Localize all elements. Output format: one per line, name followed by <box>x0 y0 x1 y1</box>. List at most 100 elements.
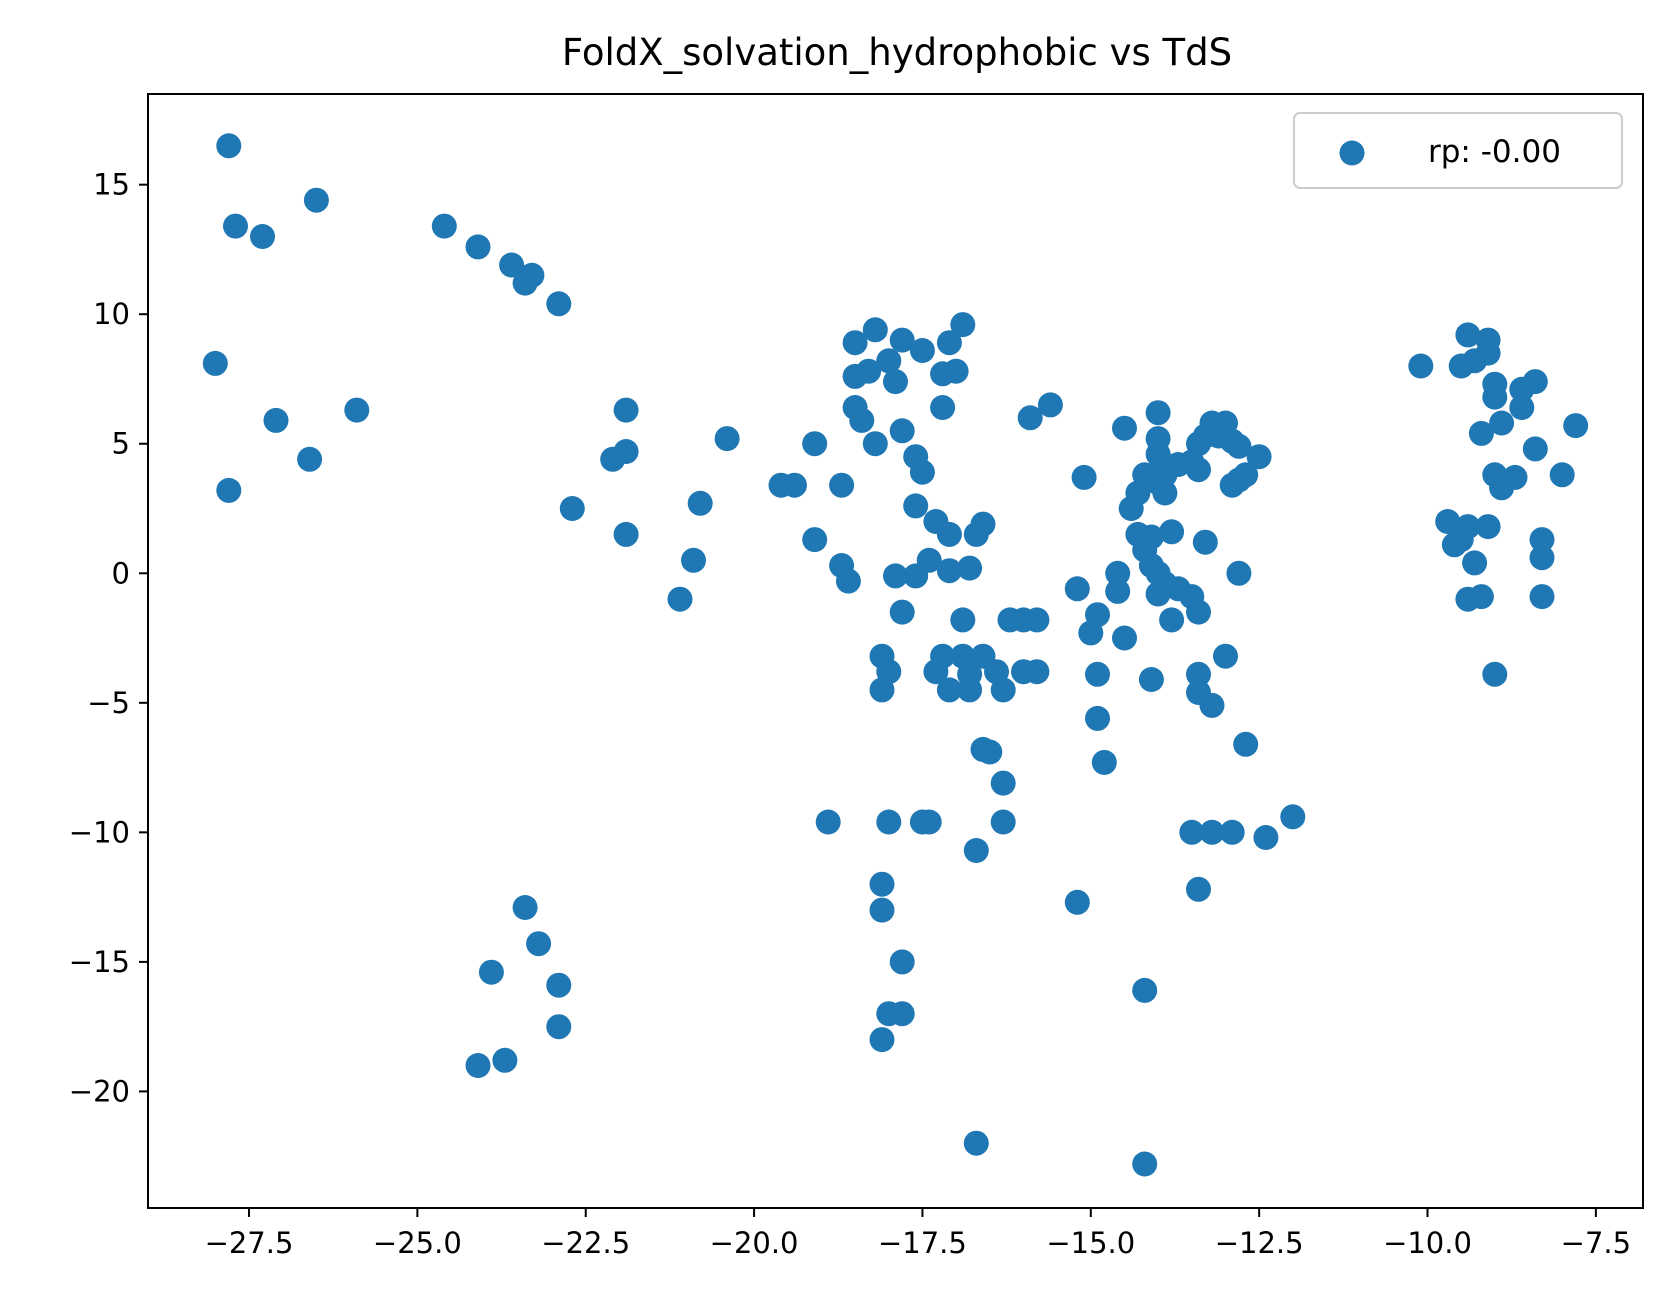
data-point <box>1435 509 1461 534</box>
data-point <box>856 358 882 384</box>
x-tick-label: −17.5 <box>878 1226 967 1260</box>
data-point <box>1105 578 1131 604</box>
data-point <box>519 262 545 288</box>
x-tick-label: −10.0 <box>1383 1226 1472 1260</box>
data-point <box>815 809 841 835</box>
data-point <box>923 659 949 685</box>
data-point <box>869 677 895 703</box>
y-tick-label: −20 <box>69 1074 130 1108</box>
data-point <box>909 338 935 363</box>
y-tick-label: −5 <box>87 686 130 720</box>
data-point <box>431 213 457 239</box>
data-point <box>1522 436 1548 462</box>
data-point <box>1489 475 1515 501</box>
data-point <box>1186 661 1211 687</box>
data-point <box>1482 661 1508 687</box>
plot-area-frame <box>147 93 1644 1209</box>
data-point <box>950 607 976 633</box>
data-point <box>889 949 915 975</box>
data-point <box>990 770 1016 796</box>
data-point <box>1145 400 1171 426</box>
data-point <box>862 431 888 457</box>
data-point <box>667 586 693 612</box>
data-point <box>936 558 962 584</box>
data-point <box>223 213 248 239</box>
data-point <box>869 897 895 923</box>
data-point <box>1186 457 1211 483</box>
data-point <box>990 809 1016 835</box>
data-point <box>478 959 504 985</box>
data-point <box>1441 532 1467 558</box>
data-point <box>687 490 713 516</box>
data-point <box>802 527 828 553</box>
data-point <box>1408 353 1434 379</box>
data-point <box>1529 545 1555 571</box>
data-point <box>1475 514 1501 540</box>
data-point <box>297 446 323 472</box>
data-point <box>1213 643 1238 669</box>
data-point <box>930 395 956 420</box>
data-point <box>546 291 572 317</box>
data-point <box>1024 607 1050 633</box>
data-point <box>526 931 552 957</box>
data-point <box>714 426 740 452</box>
data-point <box>849 407 875 433</box>
data-point <box>1138 524 1164 550</box>
data-point <box>1064 576 1090 602</box>
data-point <box>1233 731 1259 757</box>
data-point <box>1522 369 1548 395</box>
data-point <box>1482 384 1508 410</box>
legend-marker <box>1339 140 1365 166</box>
data-point <box>250 224 275 249</box>
data-point <box>1246 444 1272 470</box>
data-point <box>1468 584 1494 610</box>
data-point <box>889 1001 915 1027</box>
data-point <box>862 317 888 343</box>
data-point <box>1549 462 1575 488</box>
data-point <box>1529 527 1555 553</box>
data-point <box>869 871 895 897</box>
data-point <box>1475 340 1501 366</box>
data-point <box>909 459 935 485</box>
data-point <box>1024 659 1050 685</box>
data-point <box>1563 413 1589 439</box>
data-point <box>613 521 639 547</box>
data-point <box>1159 607 1185 633</box>
data-point <box>1219 819 1245 845</box>
data-point <box>916 809 942 835</box>
data-point <box>216 133 242 159</box>
data-point <box>889 599 915 625</box>
data-point <box>835 568 861 594</box>
legend-box <box>1293 112 1623 189</box>
data-point <box>1455 322 1481 348</box>
x-tick-label: −15.0 <box>1046 1226 1135 1260</box>
data-point <box>903 563 929 589</box>
data-point <box>1233 462 1259 488</box>
x-tick-label: −7.5 <box>1561 1226 1631 1260</box>
y-tick-label: 5 <box>112 427 130 461</box>
data-point <box>1468 420 1494 446</box>
data-point <box>344 397 370 423</box>
data-point <box>1159 519 1185 545</box>
axis-ticks: −27.5 −25.0 −22.5 −20.0 −17.5 −15.0 −12.5 −10.0… <box>69 168 1631 1260</box>
data-point <box>990 677 1016 703</box>
y-tick-label: 10 <box>93 297 130 331</box>
x-tick-label: −25.0 <box>373 1226 462 1260</box>
data-point <box>842 330 868 356</box>
y-tick-label: 0 <box>112 556 130 590</box>
data-point <box>876 348 902 374</box>
data-point <box>1112 415 1137 441</box>
data-point <box>202 350 228 376</box>
data-point <box>1091 749 1117 775</box>
data-point <box>1489 410 1515 436</box>
data-point <box>970 511 996 537</box>
data-point <box>782 472 807 498</box>
data-point <box>950 312 976 338</box>
data-point <box>1078 620 1104 646</box>
data-point <box>963 838 989 863</box>
data-point <box>465 234 491 260</box>
data-point <box>681 547 706 573</box>
data-point <box>889 327 915 353</box>
data-point <box>1138 667 1164 692</box>
data-point <box>1112 625 1137 651</box>
